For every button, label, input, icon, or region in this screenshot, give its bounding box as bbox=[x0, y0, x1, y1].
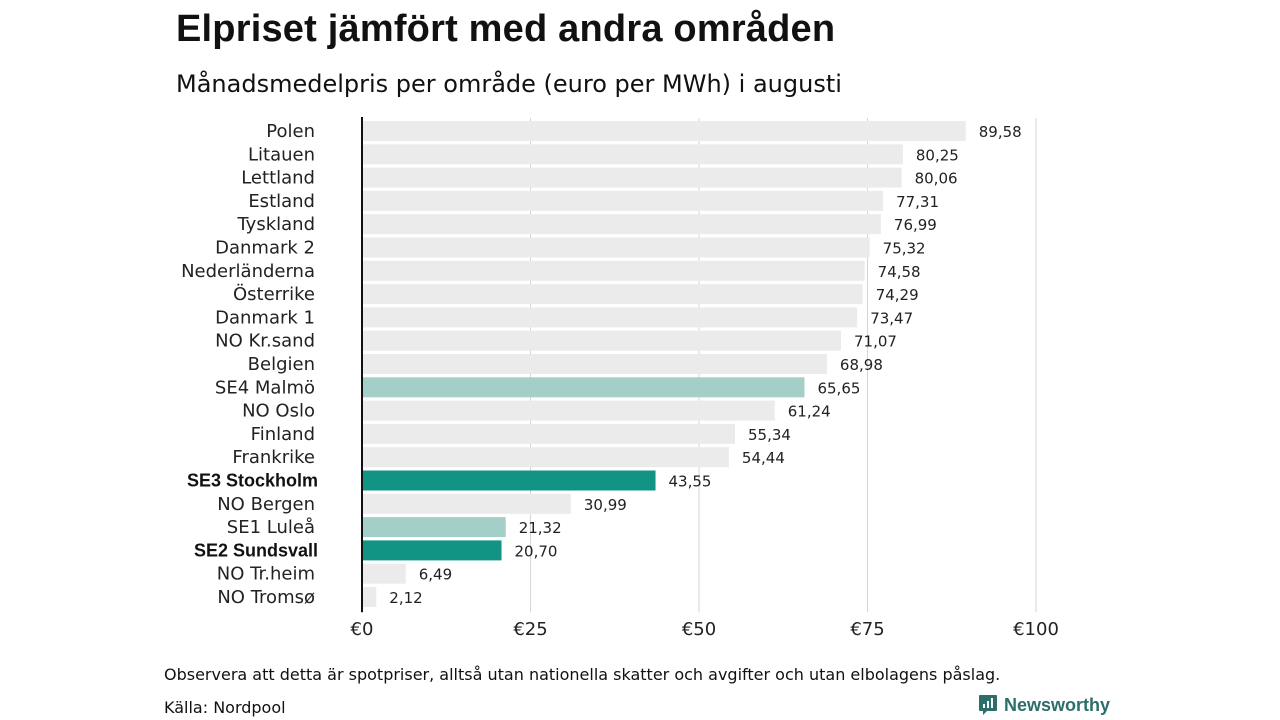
value-label: 89,58 bbox=[979, 123, 1022, 141]
value-label: 80,25 bbox=[916, 146, 959, 164]
value-label: 76,99 bbox=[894, 216, 937, 234]
footnote: Observera att detta är spotpriser, allts… bbox=[164, 665, 1001, 684]
bar bbox=[362, 400, 775, 421]
x-tick-label: €50 bbox=[682, 619, 716, 640]
category-label: NO Bergen bbox=[217, 494, 315, 515]
value-label: 71,07 bbox=[854, 333, 897, 351]
value-label: 74,29 bbox=[876, 286, 919, 304]
chart-title: Elpriset jämfört med andra områden bbox=[176, 8, 836, 50]
x-tick-label: €25 bbox=[513, 619, 547, 640]
value-label: 74,58 bbox=[878, 263, 921, 281]
value-label: 6,49 bbox=[419, 566, 452, 584]
bar bbox=[362, 260, 865, 281]
category-label: Belgien bbox=[248, 354, 315, 375]
x-axis-ticks: €0 €25 €50 €75 €100 bbox=[351, 619, 1059, 640]
bar bbox=[362, 517, 506, 538]
value-label: 77,31 bbox=[896, 193, 939, 211]
value-label: 73,47 bbox=[870, 309, 913, 327]
bar bbox=[362, 284, 863, 305]
bar bbox=[362, 493, 571, 514]
bar bbox=[362, 237, 870, 258]
category-label: NO Tr.heim bbox=[217, 564, 315, 585]
category-label: Danmark 1 bbox=[215, 307, 315, 328]
brand-name: Newsworthy bbox=[1004, 694, 1111, 715]
value-label: 20,70 bbox=[515, 542, 558, 560]
category-label: Frankrike bbox=[232, 447, 315, 468]
bar bbox=[362, 423, 735, 444]
bar bbox=[362, 190, 884, 211]
value-label: 65,65 bbox=[817, 379, 860, 397]
category-label: Finland bbox=[251, 424, 315, 445]
category-label: Estland bbox=[248, 191, 315, 212]
bars bbox=[362, 121, 966, 607]
bar bbox=[362, 587, 377, 607]
x-tick-label: €0 bbox=[351, 619, 374, 640]
category-label: SE1 Luleå bbox=[227, 517, 315, 538]
brand-logo: Newsworthy bbox=[978, 694, 1110, 716]
bar bbox=[362, 167, 902, 188]
bar bbox=[362, 354, 827, 374]
value-label: 43,55 bbox=[669, 473, 712, 491]
value-label: 21,32 bbox=[519, 519, 562, 537]
value-label: 75,32 bbox=[883, 240, 926, 258]
category-label: Polen bbox=[266, 121, 315, 142]
category-label: NO Oslo bbox=[242, 401, 315, 422]
category-label: SE4 Malmö bbox=[215, 377, 315, 398]
bar bbox=[362, 563, 406, 584]
bar bbox=[362, 540, 502, 561]
newsworthy-logo-icon bbox=[979, 695, 997, 715]
category-label: Tyskland bbox=[236, 214, 315, 235]
value-label: 2,12 bbox=[389, 589, 422, 607]
x-tick-label: €75 bbox=[850, 619, 884, 640]
value-label: 61,24 bbox=[788, 403, 831, 421]
bar bbox=[362, 144, 903, 165]
category-label: SE3 Stockholm bbox=[187, 471, 318, 491]
source-credit: Källa: Nordpool bbox=[164, 698, 286, 717]
category-label: Nederländerna bbox=[181, 261, 315, 282]
x-tick-label: €100 bbox=[1013, 619, 1059, 640]
category-label: Danmark 2 bbox=[215, 238, 315, 259]
bar bbox=[362, 121, 966, 141]
category-label: Österrike bbox=[233, 283, 315, 305]
bar bbox=[362, 470, 656, 491]
chart-subtitle: Månadsmedelpris per område (euro per MWh… bbox=[176, 70, 842, 98]
value-label: 54,44 bbox=[742, 449, 785, 467]
value-label: 80,06 bbox=[915, 170, 958, 188]
category-label: Litauen bbox=[248, 144, 315, 165]
category-label: SE2 Sundsvall bbox=[194, 540, 318, 560]
value-label: 68,98 bbox=[840, 356, 883, 374]
bar bbox=[362, 214, 881, 235]
value-label: 30,99 bbox=[584, 496, 627, 514]
category-label: NO Kr.sand bbox=[215, 331, 315, 352]
category-label: NO Tromsø bbox=[217, 587, 315, 608]
bar bbox=[362, 377, 805, 398]
bar bbox=[362, 330, 842, 351]
bar bbox=[362, 307, 858, 328]
value-label: 55,34 bbox=[748, 426, 791, 444]
value-labels: 89,58 80,25 80,06 77,31 76,99 75,32 74,58 74,29… bbox=[389, 123, 1021, 607]
category-label: Lettland bbox=[241, 168, 315, 189]
bar bbox=[362, 447, 729, 468]
